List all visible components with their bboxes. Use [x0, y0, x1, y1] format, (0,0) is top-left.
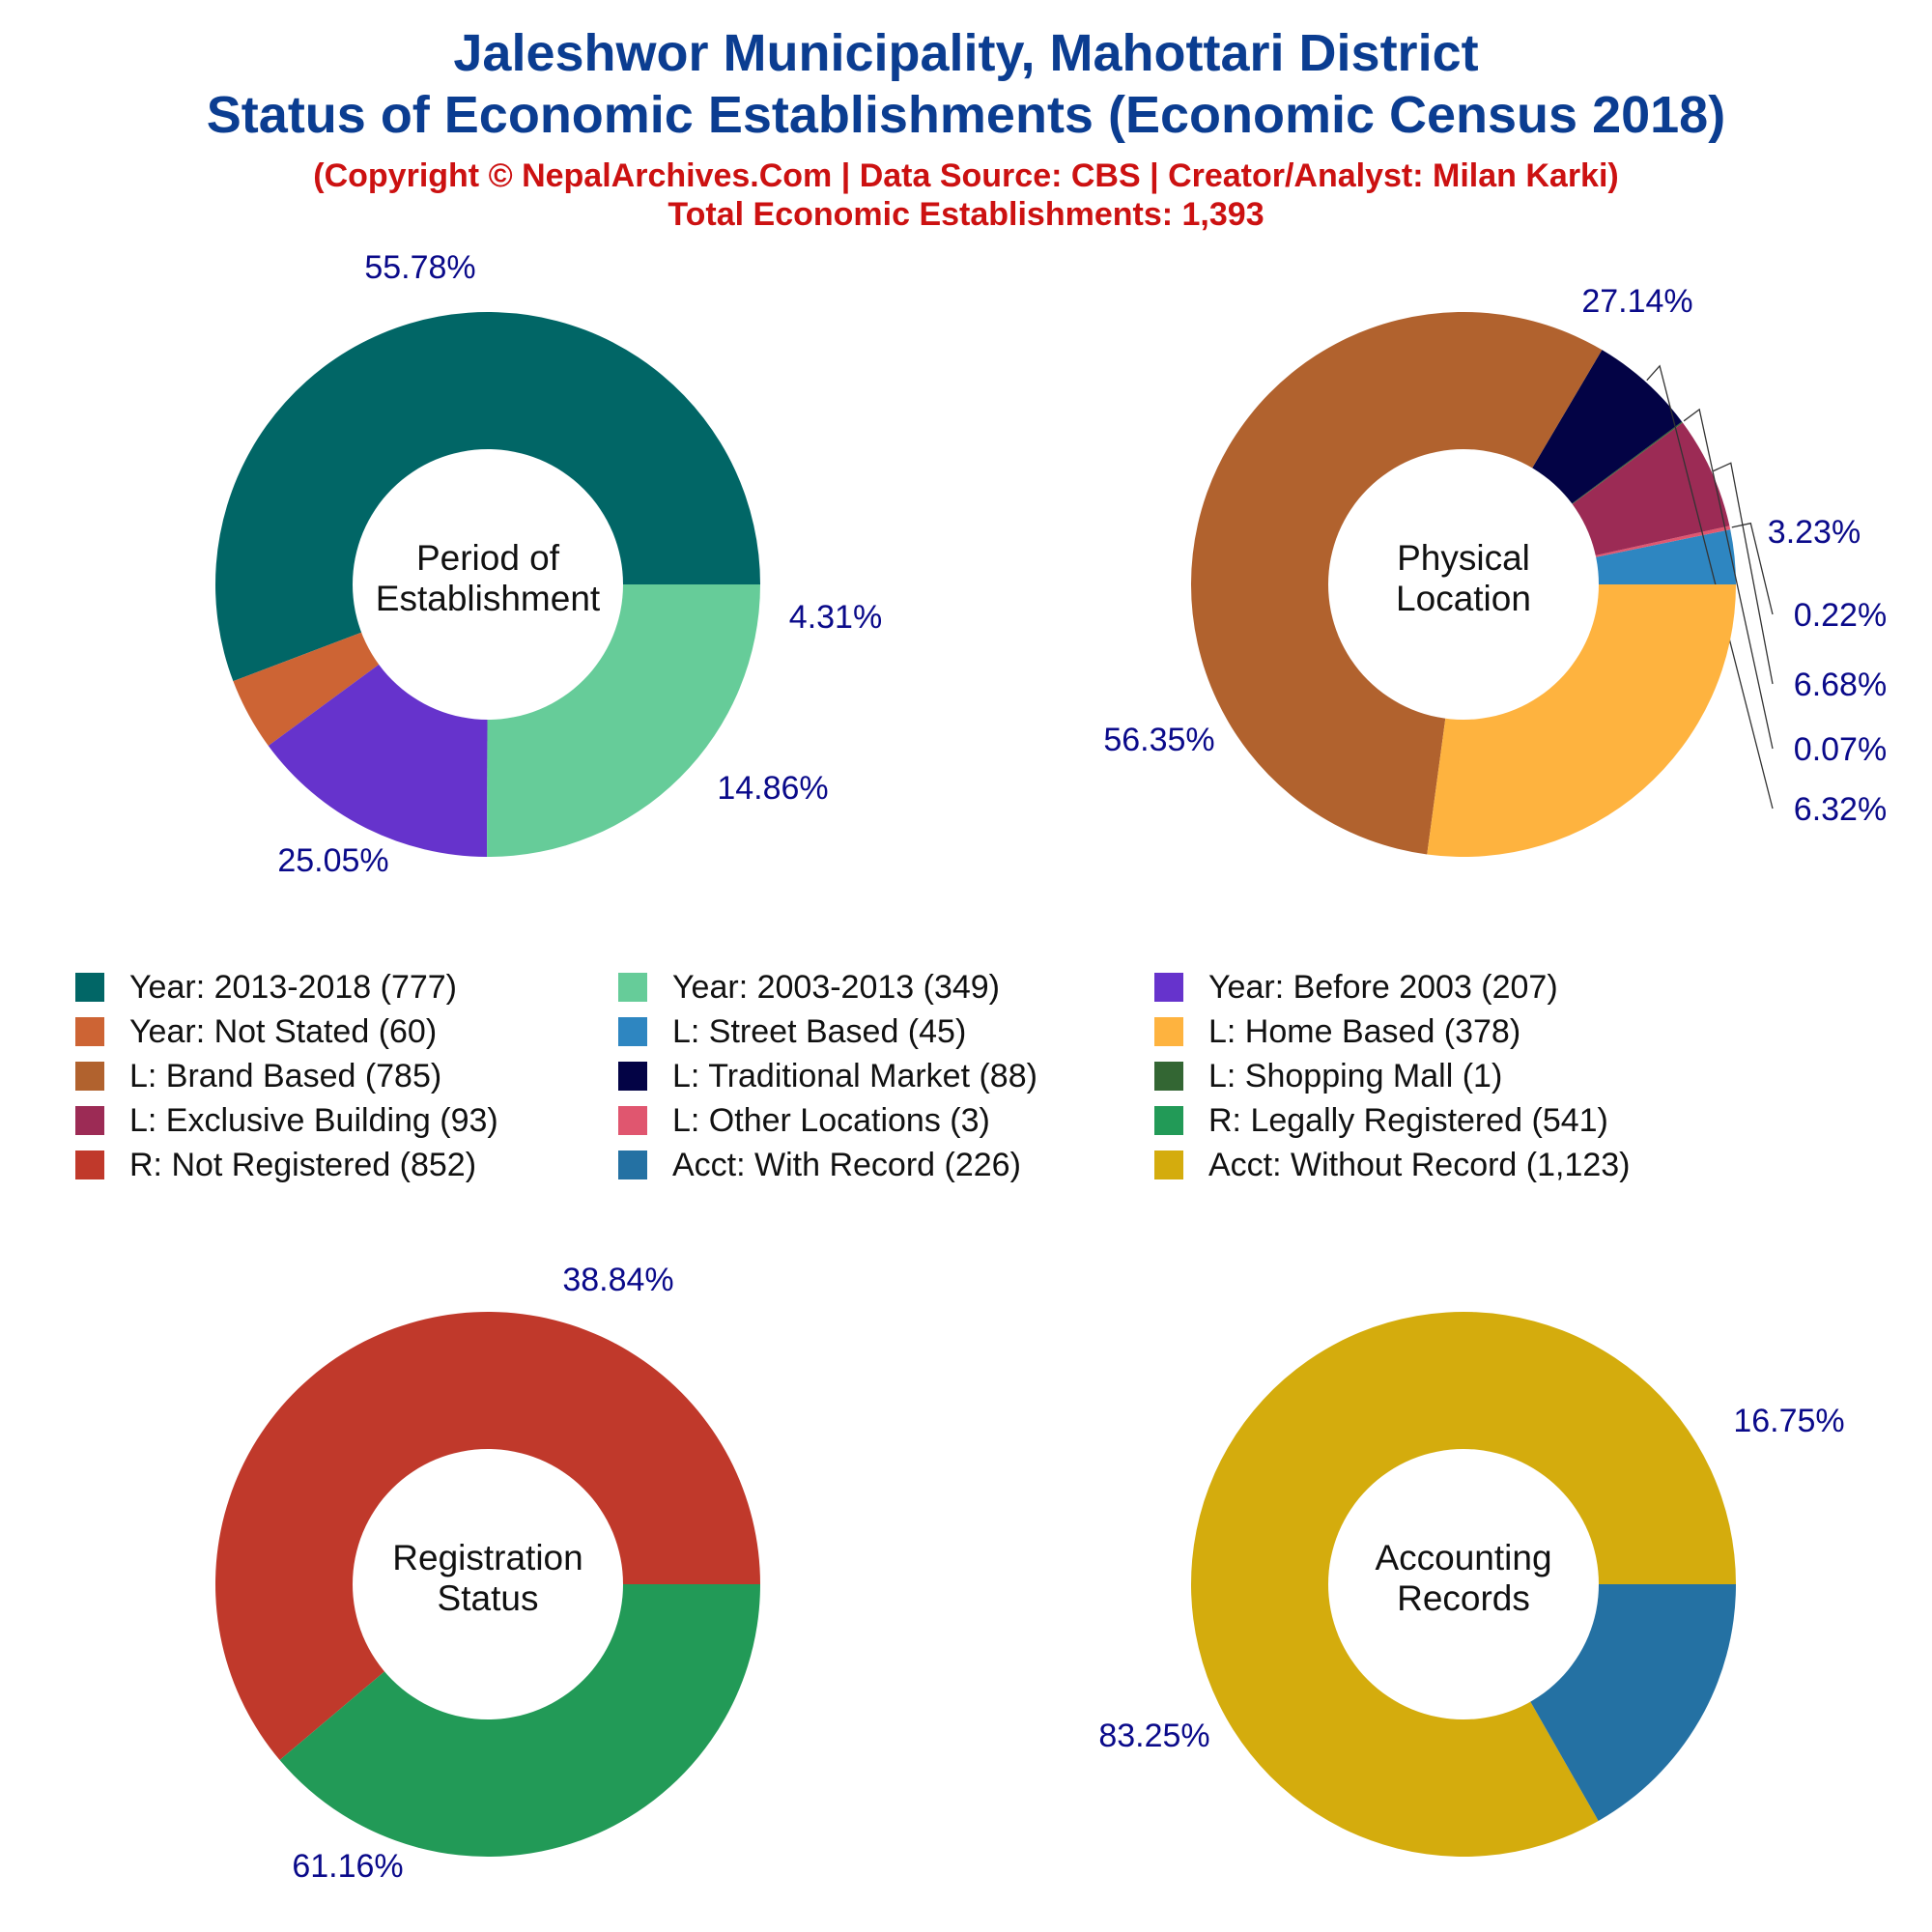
percent-label: 27.14%	[1581, 283, 1692, 320]
legend-label: Year: 2013-2018 (777)	[129, 968, 458, 1006]
legend-item: L: Brand Based (785)	[75, 1055, 441, 1097]
legend-swatch	[75, 1151, 104, 1179]
donut-chart-2: 3.23% 0.22% 6.68% 0.07% 6.32% 56.35% 27.14% Phy…	[1103, 283, 1887, 857]
legend-label: Year: Not Stated (60)	[129, 1012, 438, 1050]
donut-center-title: Records	[1397, 1578, 1530, 1618]
percent-label: 56.35%	[1103, 722, 1214, 758]
leader-line	[1731, 522, 1774, 615]
legend-item: L: Other Locations (3)	[618, 1099, 990, 1142]
legend-label: R: Not Registered (852)	[129, 1146, 477, 1183]
leader-line	[1683, 408, 1774, 750]
percent-label: 3.23%	[1768, 514, 1861, 551]
percent-label: 55.78%	[364, 249, 475, 286]
percent-label: 0.07%	[1794, 731, 1887, 768]
donut-center-title: Location	[1396, 579, 1531, 618]
legend-item: L: Traditional Market (88)	[618, 1055, 1037, 1097]
legend-swatch	[618, 1062, 647, 1091]
donut-hole	[353, 1449, 623, 1719]
legend-swatch	[618, 1017, 647, 1046]
legend-item: L: Street Based (45)	[618, 1010, 966, 1053]
legend-item: Year: 2003-2013 (349)	[618, 966, 1000, 1009]
donut-hole	[1328, 1449, 1599, 1719]
slice-r-legally-registered	[279, 1584, 760, 1857]
legend-label: L: Home Based (378)	[1208, 1012, 1521, 1050]
legend-swatch	[618, 973, 647, 1002]
legend-label: L: Other Locations (3)	[672, 1101, 990, 1139]
legend-swatch	[75, 973, 104, 1002]
legend-item: L: Exclusive Building (93)	[75, 1099, 498, 1142]
chart-title-line2: Status of Economic Establishments (Econo…	[206, 86, 1726, 144]
donut-center-title: Status	[438, 1578, 539, 1618]
percent-label: 16.75%	[1733, 1403, 1844, 1439]
legend-item: Year: 2013-2018 (777)	[75, 966, 457, 1009]
percent-label: 83.25%	[1098, 1718, 1209, 1754]
legend-item: Acct: Without Record (1,123)	[1154, 1144, 1631, 1186]
legend-swatch	[75, 1017, 104, 1046]
legend-label: L: Street Based (45)	[672, 1012, 967, 1050]
legend-label: L: Brand Based (785)	[129, 1057, 442, 1094]
legend-swatch	[1154, 1106, 1183, 1135]
donut-center-title: Accounting	[1375, 1538, 1551, 1577]
legend-item: L: Home Based (378)	[1154, 1010, 1520, 1053]
leader-line	[1646, 364, 1774, 810]
leader-line	[1713, 462, 1774, 685]
legend-swatch	[75, 1062, 104, 1091]
chart-total: Total Economic Establishments: 1,393	[668, 196, 1264, 233]
legend-item: Year: Before 2003 (207)	[1154, 966, 1558, 1009]
percent-label: 4.31%	[789, 599, 882, 636]
donut-center-title: Physical	[1397, 538, 1530, 578]
legend-label: Acct: Without Record (1,123)	[1208, 1146, 1631, 1183]
legend-swatch	[75, 1106, 104, 1135]
legend-label: L: Exclusive Building (93)	[129, 1101, 498, 1139]
legend-swatch	[1154, 1151, 1183, 1179]
legend-label: Year: 2003-2013 (349)	[672, 968, 1001, 1006]
legend-item: R: Legally Registered (541)	[1154, 1099, 1608, 1142]
legend-label: L: Traditional Market (88)	[672, 1057, 1037, 1094]
legend-label: Acct: With Record (226)	[672, 1146, 1021, 1183]
donut-center-title: Establishment	[376, 579, 601, 618]
legend-item: Year: Not Stated (60)	[75, 1010, 437, 1053]
legend-item: R: Not Registered (852)	[75, 1144, 476, 1186]
donut-chart-1: 55.78% 4.31% 14.86% 25.05% Period ofEstablis…	[214, 249, 882, 879]
percent-label: 14.86%	[717, 770, 828, 807]
percent-label: 61.16%	[292, 1848, 403, 1885]
legend-swatch	[1154, 1017, 1183, 1046]
percent-label: 6.32%	[1794, 791, 1887, 828]
donut-hole	[1328, 449, 1599, 720]
legend-label: L: Shopping Mall (1)	[1208, 1057, 1503, 1094]
legend-swatch	[618, 1106, 647, 1135]
percent-label: 38.84%	[562, 1262, 673, 1298]
donut-hole	[353, 449, 623, 720]
legend-label: Year: Before 2003 (207)	[1208, 968, 1558, 1006]
percent-label: 25.05%	[277, 842, 388, 879]
legend-item: Acct: With Record (226)	[618, 1144, 1021, 1186]
legend-label: R: Legally Registered (541)	[1208, 1101, 1608, 1139]
legend-item: L: Shopping Mall (1)	[1154, 1055, 1502, 1097]
percent-label: 0.22%	[1794, 597, 1887, 634]
legend-swatch	[618, 1151, 647, 1179]
donut-center-title: Period of	[416, 538, 560, 578]
percent-label: 6.68%	[1794, 667, 1887, 703]
legend-swatch	[1154, 1062, 1183, 1091]
legend-swatch	[1154, 973, 1183, 1002]
donut-center-title: Registration	[392, 1538, 582, 1577]
chart-subtitle: (Copyright © NepalArchives.Com | Data So…	[313, 157, 1619, 194]
chart-title-line1: Jaleshwor Municipality, Mahottari Distri…	[453, 24, 1479, 82]
